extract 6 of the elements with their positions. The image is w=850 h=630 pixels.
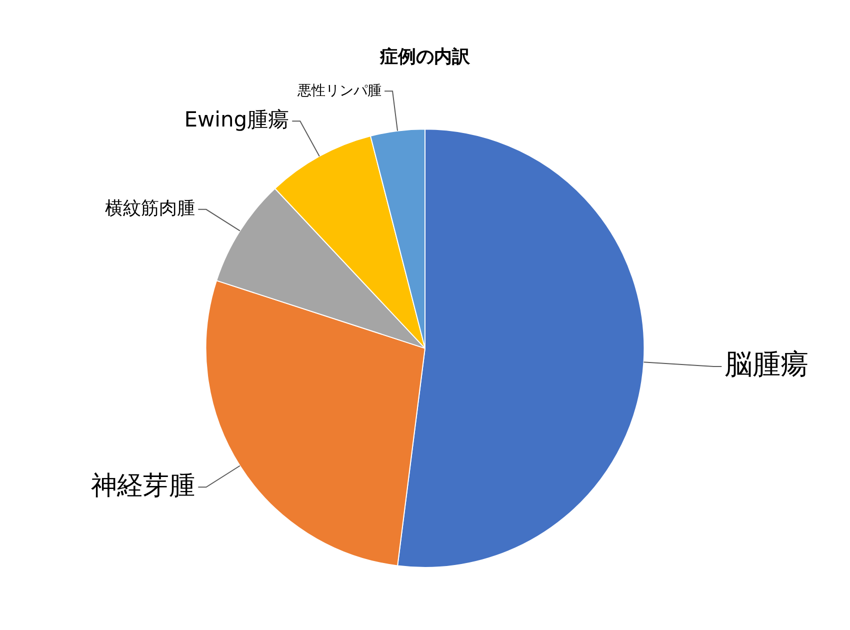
slice-label: 横紋筋肉腫 bbox=[105, 198, 196, 220]
slice-label: 神経芽腫 bbox=[91, 470, 196, 501]
slice-label: Ewing腫瘍 bbox=[184, 108, 290, 132]
chart-title: 症例の内訳 bbox=[379, 46, 471, 68]
slice-label: 悪性リンパ腫 bbox=[296, 82, 382, 99]
slice-label: 脳腫瘍 bbox=[724, 348, 809, 381]
